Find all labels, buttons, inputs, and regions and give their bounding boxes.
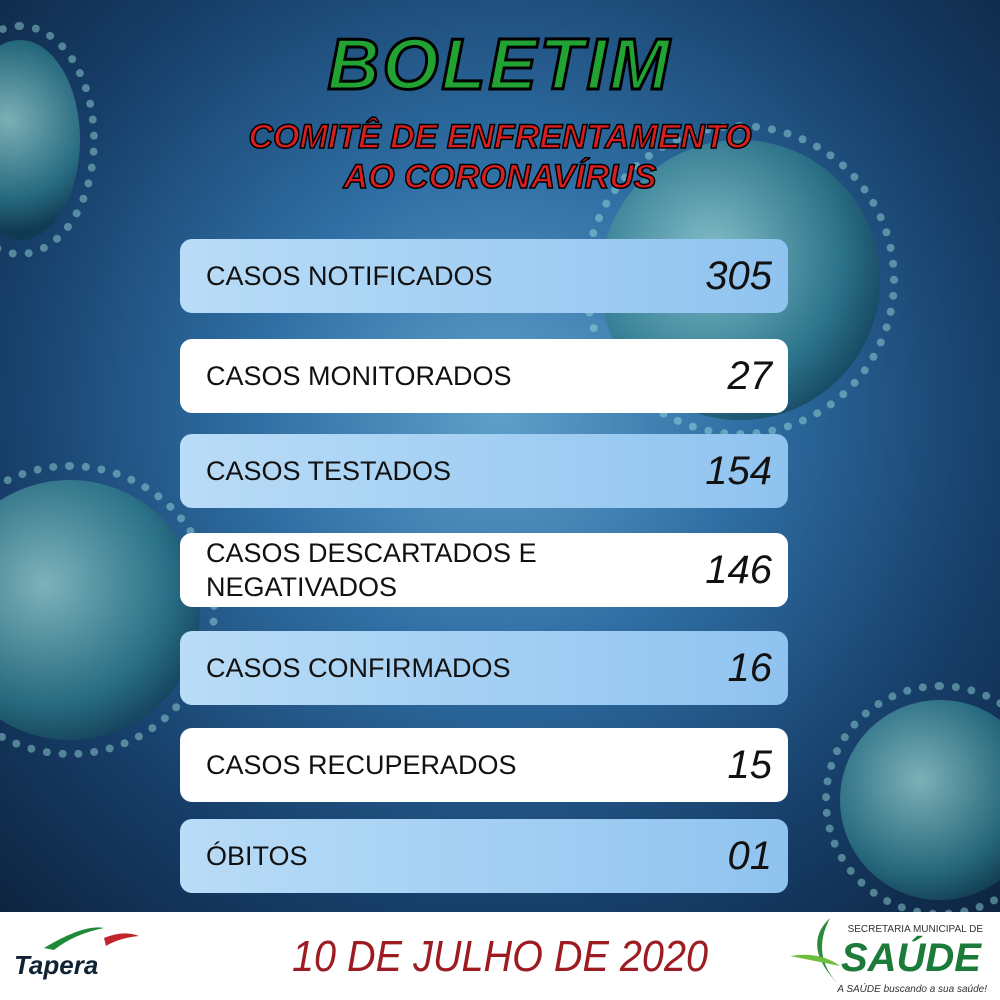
stat-label: CASOS RECUPERADOS xyxy=(206,750,517,780)
stat-value: 27 xyxy=(727,353,773,398)
stat-value: 154 xyxy=(705,448,772,493)
stat-value: 146 xyxy=(705,547,772,592)
stat-row-obitos: ÓBITOS 01 xyxy=(180,819,788,893)
stat-row-testados: CASOS TESTADOS 154 xyxy=(180,434,788,508)
tapera-logo: Tapera xyxy=(14,927,139,981)
bulletin-date: 10 DE JULHO DE 2020 xyxy=(292,932,708,981)
stat-row-descartados: CASOS DESCARTADOS E NEGATIVADOS 146 xyxy=(180,533,788,607)
stat-row-monitorados: CASOS MONITORADOS 27 xyxy=(180,339,788,413)
subtitle-line2: AO CORONAVÍRUS xyxy=(343,157,657,197)
tapera-wing-icon xyxy=(44,927,139,950)
stat-label: CASOS MONITORADOS xyxy=(206,361,512,391)
saude-swoosh-icon xyxy=(790,918,840,986)
stat-label: CASOS DESCARTADOS E NEGATIVADOS xyxy=(206,538,537,602)
saude-logo: SECRETARIA MUNICIPAL DE SAÚDE A SAÚDE bu… xyxy=(790,916,995,996)
stat-label: CASOS TESTADOS xyxy=(206,456,452,486)
footer: Tapera 10 DE JULHO DE 2020 SECRETARIA MU… xyxy=(0,912,1000,1000)
saude-logo-tagline: A SAÚDE buscando a sua saúde! xyxy=(837,984,987,995)
stat-value: 15 xyxy=(727,742,773,787)
stat-value: 01 xyxy=(727,833,773,878)
saude-logo-top: SECRETARIA MUNICIPAL DE xyxy=(847,924,983,935)
stat-row-confirmados: CASOS CONFIRMADOS 16 xyxy=(180,631,788,705)
stat-value: 305 xyxy=(705,253,772,298)
tapera-logo-text: Tapera xyxy=(14,950,99,980)
stat-value: 16 xyxy=(727,645,773,690)
stat-row-recuperados: CASOS RECUPERADOS 15 xyxy=(180,728,788,802)
stat-label: CASOS CONFIRMADOS xyxy=(206,653,511,683)
stat-label: ÓBITOS xyxy=(206,841,308,871)
bulletin-title: BOLETIM xyxy=(326,24,673,107)
subtitle-line1: COMITÊ DE ENFRENTAMENTO xyxy=(248,117,753,157)
saude-logo-main: SAÚDE xyxy=(840,936,981,980)
stat-row-notificados: CASOS NOTIFICADOS 305 xyxy=(180,239,788,313)
stat-label: CASOS NOTIFICADOS xyxy=(206,261,493,291)
